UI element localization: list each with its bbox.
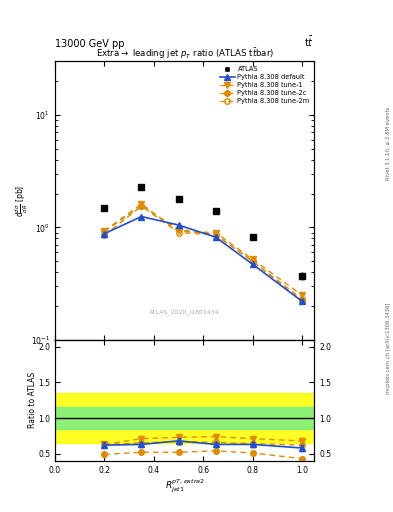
Pythia 8.308 tune-2m xyxy=(139,203,144,209)
Text: 13000 GeV pp: 13000 GeV pp xyxy=(55,38,125,49)
Legend: ATLAS, Pythia 8.308 default, Pythia 8.308 tune-1, Pythia 8.308 tune-2c, Pythia 8: ATLAS, Pythia 8.308 default, Pythia 8.30… xyxy=(217,63,312,107)
Pythia 8.308 default xyxy=(176,222,181,228)
Y-axis label: Ratio to ATLAS: Ratio to ATLAS xyxy=(28,372,37,429)
Pythia 8.308 tune-2m xyxy=(176,229,181,236)
Pythia 8.308 tune-2c xyxy=(139,203,144,209)
Pythia 8.308 tune-1 xyxy=(139,201,144,207)
Line: Pythia 8.308 tune-2m: Pythia 8.308 tune-2m xyxy=(102,203,305,304)
Pythia 8.308 tune-2c xyxy=(250,258,255,264)
Pythia 8.308 default xyxy=(102,230,107,237)
Y-axis label: d$\frac{d\sigma}{dR}$ [pb]: d$\frac{d\sigma}{dR}$ [pb] xyxy=(13,184,29,217)
Pythia 8.308 tune-2c xyxy=(213,232,218,238)
Text: t$\bar{t}$: t$\bar{t}$ xyxy=(305,35,314,49)
Pythia 8.308 tune-1 xyxy=(213,229,218,236)
Pythia 8.308 default xyxy=(250,261,255,267)
Pythia 8.308 tune-2m xyxy=(102,228,107,234)
Text: mcplots.cern.ch [arXiv:1306.3436]: mcplots.cern.ch [arXiv:1306.3436] xyxy=(386,303,391,394)
Pythia 8.308 default xyxy=(213,234,218,240)
Pythia 8.308 tune-1 xyxy=(250,257,255,263)
Pythia 8.308 tune-2m xyxy=(250,258,255,264)
Pythia 8.308 tune-2c xyxy=(176,226,181,232)
Text: ATLAS_2020_I1801434: ATLAS_2020_I1801434 xyxy=(149,309,220,315)
Pythia 8.308 tune-2c xyxy=(300,296,305,302)
Bar xyxy=(55,408,314,429)
Line: Pythia 8.308 default: Pythia 8.308 default xyxy=(102,214,305,304)
Pythia 8.308 tune-2c xyxy=(102,232,107,239)
Text: Rivet 3.1.10, ≥ 2.8M events: Rivet 3.1.10, ≥ 2.8M events xyxy=(386,106,391,180)
Pythia 8.308 tune-1 xyxy=(102,228,107,234)
Pythia 8.308 default xyxy=(300,298,305,304)
X-axis label: $R_{jet1}^{pT,extra2}$: $R_{jet1}^{pT,extra2}$ xyxy=(165,477,205,495)
Pythia 8.308 tune-2m xyxy=(213,232,218,238)
Title: Extra$\rightarrow$ leading jet $p_T$ ratio (ATLAS t$\bar{t}$bar): Extra$\rightarrow$ leading jet $p_T$ rat… xyxy=(95,47,274,61)
Line: Pythia 8.308 tune-1: Pythia 8.308 tune-1 xyxy=(102,201,305,298)
Pythia 8.308 default xyxy=(139,214,144,220)
Pythia 8.308 tune-1 xyxy=(176,228,181,234)
Pythia 8.308 tune-2m xyxy=(300,298,305,304)
Bar xyxy=(55,393,314,443)
Pythia 8.308 tune-1 xyxy=(300,292,305,298)
Line: Pythia 8.308 tune-2c: Pythia 8.308 tune-2c xyxy=(102,203,305,302)
